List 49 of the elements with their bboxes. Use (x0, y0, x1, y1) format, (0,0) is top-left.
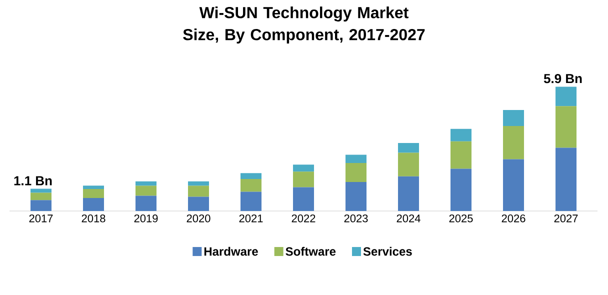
annotation: 1.1 Bn (14, 176, 52, 186)
bar (556, 148, 577, 211)
bar (450, 128, 472, 142)
legend-label: Services (363, 246, 412, 256)
bar (346, 163, 367, 182)
bar (30, 192, 52, 200)
bar (346, 154, 367, 164)
x-tick-label: 2018 (82, 214, 106, 222)
bar (188, 196, 210, 211)
bar (293, 172, 314, 188)
x-tick-label: 2027 (554, 214, 578, 222)
bar (83, 186, 104, 189)
legend-label: Hardware (204, 246, 258, 256)
bar (556, 106, 577, 148)
bar (503, 126, 524, 160)
bar (136, 196, 156, 211)
bar (398, 152, 420, 176)
x-tick-label: 2020 (186, 214, 210, 222)
bar (83, 188, 104, 198)
x-tick-label: 2023 (344, 214, 368, 222)
bar (398, 143, 420, 153)
bar (293, 164, 314, 172)
bar (240, 192, 262, 211)
chart-title: Wi-SUN Technology Market Size, By Component, 2017-2027 (183, 6, 425, 44)
x-tick-label: 2019 (134, 214, 158, 222)
bar (136, 186, 156, 196)
bar (240, 173, 262, 180)
x-tick-label: 2025 (449, 214, 473, 222)
bar (450, 168, 472, 211)
bar (556, 86, 577, 106)
legend-label: Software (286, 246, 336, 256)
x-tick-label: 2021 (239, 214, 263, 222)
annotation: 5.9 Bn (544, 74, 582, 84)
bar (83, 198, 104, 211)
bar (450, 141, 472, 169)
bar (398, 176, 420, 211)
bar (503, 159, 524, 211)
x-tick-label: 2017 (29, 214, 53, 222)
bar (30, 200, 52, 211)
bar (293, 187, 314, 211)
bar (240, 179, 262, 192)
x-tick-label: 2026 (502, 214, 526, 222)
bar (136, 181, 156, 186)
x-tick-label: 2024 (396, 214, 420, 222)
bar (346, 182, 367, 211)
bar (188, 186, 210, 197)
bar (188, 181, 210, 186)
bar (503, 110, 524, 126)
x-tick-label: 2022 (292, 214, 316, 222)
